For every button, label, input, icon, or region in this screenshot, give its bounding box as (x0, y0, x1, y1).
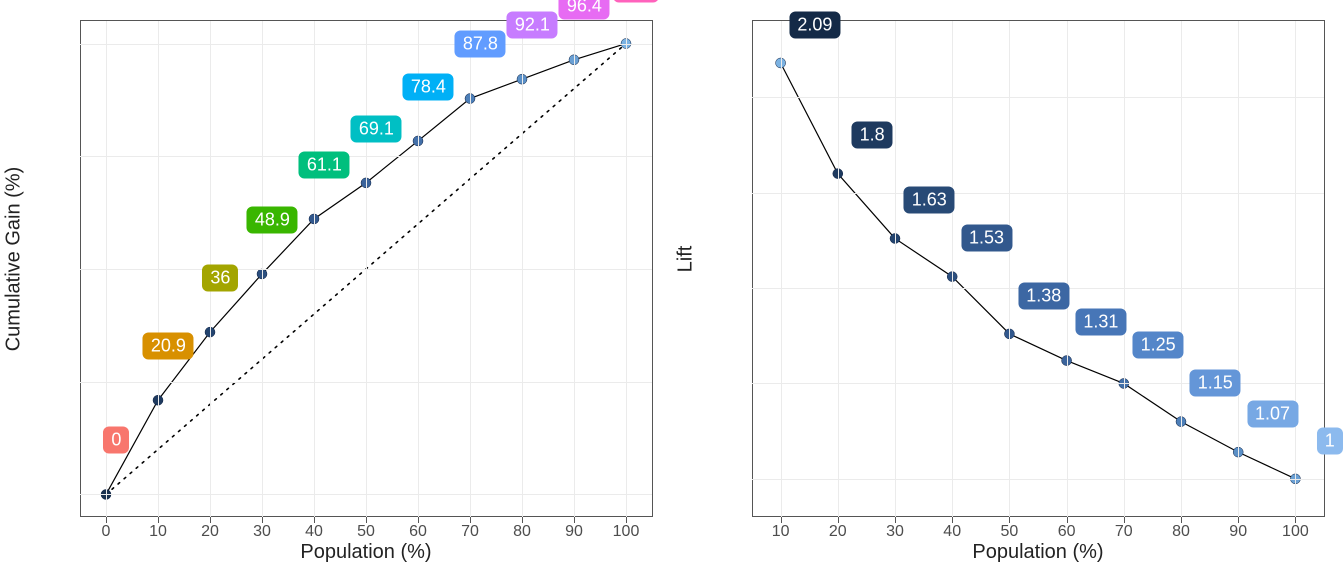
data-label: 69.1 (351, 115, 402, 142)
x-tick-label: 100 (613, 517, 640, 541)
data-label: 92.1 (507, 12, 558, 39)
data-label: 1.53 (961, 225, 1012, 252)
x-tick-label: 70 (461, 517, 479, 541)
x-tick-label: 40 (305, 517, 323, 541)
x-tick-label: 70 (1115, 517, 1133, 541)
lift-panel: Lift 10 20 30 40 50 60 70 80 90 100 2.09 1.8 1.631.5… (672, 0, 1344, 576)
lift-x-axis-title: Population (%) (672, 541, 1344, 564)
data-label: 1.15 (1190, 370, 1241, 397)
data-label: 20.9 (143, 333, 194, 360)
grid-line-v (1238, 21, 1239, 517)
data-label: 1.25 (1133, 332, 1184, 359)
lift-plot-area: 1020304050607080901002.091.81.631.531.38… (752, 20, 1325, 517)
x-tick-label: 80 (1172, 517, 1190, 541)
x-tick-label: 60 (409, 517, 427, 541)
x-tick-label: 90 (565, 517, 583, 541)
x-tick-label: 100 (1282, 517, 1309, 541)
grid-line-v (1181, 21, 1182, 517)
x-tick-label: 20 (201, 517, 219, 541)
data-label: 1.38 (1018, 282, 1069, 309)
data-label: 87.8 (455, 31, 506, 58)
grid-line-v (895, 21, 896, 517)
grid-line-v (1124, 21, 1125, 517)
gain-y-axis-title: Cumulative Gain (%) (3, 167, 26, 352)
data-label: 1.07 (1247, 400, 1298, 427)
x-tick-label: 10 (772, 517, 790, 541)
x-tick-label: 90 (1229, 517, 1247, 541)
data-label: 61.1 (299, 151, 350, 178)
data-label: 96.4 (559, 0, 610, 19)
x-tick-label: 40 (943, 517, 961, 541)
data-label: 0 (103, 427, 129, 454)
data-label: 1.63 (904, 187, 955, 214)
data-label: 1.8 (852, 122, 893, 149)
x-tick-label: 80 (513, 517, 531, 541)
grid-line-v (952, 21, 953, 517)
grid-line-v (781, 21, 782, 517)
grid-line-h (752, 97, 1324, 98)
x-tick-label: 20 (829, 517, 847, 541)
grid-line-v (1009, 21, 1010, 517)
data-label: 1 (1317, 427, 1343, 454)
lift-y-axis-title: Lift (675, 246, 698, 273)
data-label: 2.09 (789, 11, 840, 38)
grid-line-v (838, 21, 839, 517)
x-tick-label: 0 (102, 517, 111, 541)
x-tick-label: 30 (253, 517, 271, 541)
grid-line-h (752, 193, 1324, 194)
gain-x-axis-title: Population (%) (0, 541, 672, 564)
grid-line-h (752, 479, 1324, 480)
data-label: 78.4 (403, 73, 454, 100)
x-tick-label: 10 (149, 517, 167, 541)
x-tick-label: 50 (1000, 517, 1018, 541)
chart-container: Cumulative Gain (%) 01020304050607080901… (0, 0, 1344, 576)
grid-line-h (80, 494, 652, 495)
grid-line-h (80, 44, 652, 45)
grid-line-h (80, 382, 652, 383)
data-label: 1.31 (1075, 309, 1126, 336)
data-label: 36 (202, 265, 238, 292)
x-tick-label: 50 (357, 517, 375, 541)
data-label: 48.9 (247, 206, 298, 233)
data-label: 100 (613, 0, 659, 3)
grid-line-v (1067, 21, 1068, 517)
gain-panel: Cumulative Gain (%) 0 10 20 30 40 50 60 70 80 90 1… (0, 0, 672, 576)
grid-line-h (80, 269, 652, 270)
x-tick-label: 60 (1058, 517, 1076, 541)
grid-line-v (1295, 21, 1296, 517)
x-tick-label: 30 (886, 517, 904, 541)
grid-line-h (80, 156, 652, 157)
gain-plot-area: 0102030405060708090100020.93648.961.169.… (80, 20, 653, 517)
